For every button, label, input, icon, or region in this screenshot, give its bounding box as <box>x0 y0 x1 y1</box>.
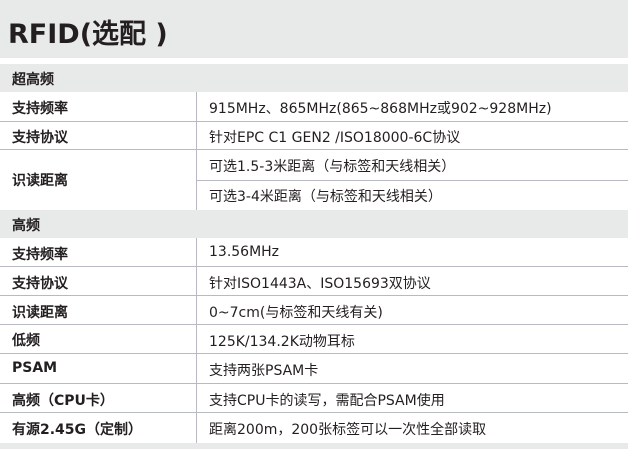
row-key: 支持协议 <box>12 276 68 292</box>
row-value: 0~7cm(与标签和天线有关) <box>209 305 383 321</box>
table-row: 识读距离 0~7cm(与标签和天线有关) <box>0 296 628 325</box>
section-label: 高频 <box>12 218 40 234</box>
row-value: 距离200m，200张标签可以一次性全部读取 <box>209 422 487 438</box>
row-value: 针对ISO1443A、ISO15693双协议 <box>209 276 431 292</box>
row-key: 支持频率 <box>12 247 68 263</box>
table-row: 识读距离 可选1.5-3米距离（与标签和天线相关） 可选3-4米距离（与标签和天… <box>0 150 628 210</box>
row-key: PSAM <box>12 360 58 376</box>
table-row: 低频 125K/134.2K动物耳标 <box>0 325 628 354</box>
row-value: 125K/134.2K动物耳标 <box>209 334 355 350</box>
column-divider <box>196 92 197 210</box>
table-row: 支持频率 13.56MHz <box>0 238 628 267</box>
row-value: 支持两张PSAM卡 <box>209 363 319 379</box>
row-key: 支持频率 <box>12 101 68 117</box>
section-header-uhf: 超高频 <box>0 64 628 92</box>
section-header-hf: 高频 <box>0 210 628 238</box>
row-value: 可选3-4米距离（与标签和天线相关） <box>209 189 442 205</box>
row-value: 可选1.5-3米距离（与标签和天线相关） <box>209 159 456 175</box>
row-value: 支持CPU卡的读写，需配合PSAM使用 <box>209 393 445 409</box>
row-key: 识读距离 <box>12 305 68 321</box>
row-key: 支持协议 <box>12 130 68 146</box>
column-divider <box>196 238 197 443</box>
row-key: 有源2.45G（定制） <box>12 422 143 438</box>
sub-row-divider <box>197 150 628 181</box>
title-band: RFID(选配 ) <box>0 0 628 58</box>
row-value: 13.56MHz <box>209 244 280 260</box>
row-key: 识读距离 <box>12 173 68 189</box>
table-row: 支持频率 915MHz、865MHz(865~868MHz或902~928MHz… <box>0 92 628 122</box>
page-title: RFID(选配 ) <box>8 19 168 50</box>
row-key: 低频 <box>12 333 40 349</box>
table-row: 有源2.45G（定制） 距离200m，200张标签可以一次性全部读取 <box>0 413 628 443</box>
table-row: 支持协议 针对EPC C1 GEN2 /ISO18000-6C协议 <box>0 122 628 150</box>
bottom-band <box>0 443 628 449</box>
row-key: 高频（CPU卡） <box>12 393 114 409</box>
row-value: 针对EPC C1 GEN2 /ISO18000-6C协议 <box>209 130 461 146</box>
table-row: 支持协议 针对ISO1443A、ISO15693双协议 <box>0 267 628 296</box>
section-label: 超高频 <box>12 72 54 88</box>
row-value: 915MHz、865MHz(865~868MHz或902~928MHz) <box>209 101 552 117</box>
table-row: PSAM 支持两张PSAM卡 <box>0 354 628 384</box>
table-row: 高频（CPU卡） 支持CPU卡的读写，需配合PSAM使用 <box>0 384 628 413</box>
